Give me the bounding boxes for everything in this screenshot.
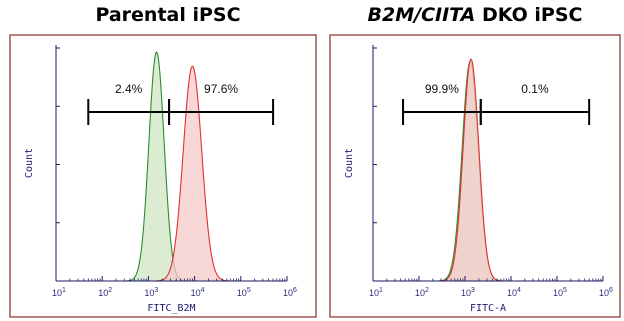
right-panel-title-italic: B2M/CIITA [367, 4, 476, 26]
left-y-axis-label: Count [24, 148, 35, 178]
left-gate-label: 2.4% [115, 82, 143, 96]
left-x-tick-label: 106 [283, 287, 297, 298]
left-histogram-panel: 101 102 103 104 105 106 FITC_B2M Count 2.4% 97.6% [9, 34, 317, 318]
right-gate-label: 99.9% [425, 82, 459, 96]
left-panel-title-text: Parental iPSC [95, 4, 241, 26]
right-x-tick-label: 103 [461, 287, 475, 298]
right-x-axis-label: FITC-A [470, 303, 506, 314]
right-histogram-panel: 101 102 103 104 105 106 FITC-A Count 99.9% 0.1% [329, 34, 621, 318]
left-panel-title: Parental iPSC [10, 4, 326, 26]
right-panel-title-rest: DKO iPSC [475, 4, 583, 26]
right-histogram-line-red [439, 58, 503, 282]
right-x-tick-label: 101 [369, 287, 383, 298]
left-x-tick-label: 103 [144, 287, 158, 298]
left-histogram-line-red [155, 65, 230, 282]
right-x-tick-label: 106 [599, 287, 613, 298]
right-x-tick-label: 104 [507, 287, 521, 298]
right-x-tick-label: 102 [415, 287, 429, 298]
right-gate-label: 0.1% [521, 82, 549, 96]
right-panel-title: B2M/CIITA DKO iPSC [330, 4, 620, 26]
left-histogram-fill-red [155, 66, 230, 282]
right-x-tick-label: 105 [553, 287, 567, 298]
right-histogram-fill-red [439, 59, 503, 281]
left-x-tick-label: 102 [98, 287, 112, 298]
left-x-tick-label: 105 [237, 287, 251, 298]
left-x-tick-label: 101 [52, 287, 66, 298]
left-histogram-fill-green [126, 52, 188, 281]
left-gate-label: 97.6% [204, 82, 238, 96]
left-panel-frame [9, 34, 317, 318]
left-x-tick-label: 104 [191, 287, 205, 298]
right-y-axis-label: Count [344, 148, 355, 178]
right-panel-frame [329, 34, 621, 318]
left-x-axis-label: FITC_B2M [147, 303, 195, 314]
